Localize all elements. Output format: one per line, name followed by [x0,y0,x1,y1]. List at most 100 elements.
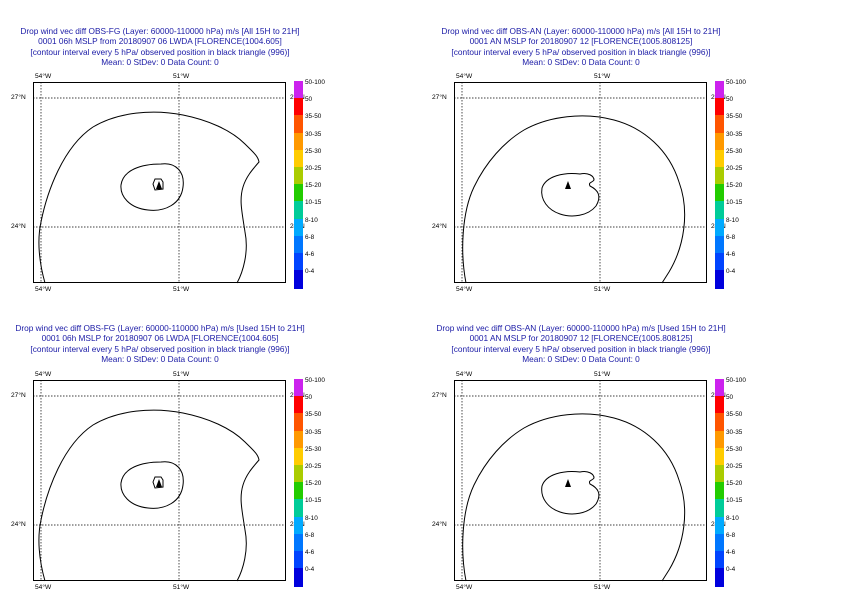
colorbar-label: 8-10 [726,514,739,522]
observed-position-triangle [565,479,571,487]
colorbar-segment [715,533,724,553]
colorbar-label: 50 [305,394,313,402]
latitude-label: 27°N [432,94,447,101]
colorbar-segment [294,516,303,536]
colorbar-segment [715,379,724,398]
colorbar-label: 8-10 [305,514,318,522]
colorbar-segment [294,482,303,501]
longitude-label: 51°W [594,584,611,591]
map-panel: Drop wind vec diff OBS-AN (Layer: 60000-… [421,0,842,298]
observed-position-triangle [565,181,571,189]
colorbar-label: 8-10 [726,216,739,224]
title-line: Mean: 0 StDev: 0 Data Count: 0 [101,354,219,365]
mslp-contour [38,111,260,284]
colorbar-label: 30-35 [305,428,322,436]
colorbar-label: 0-4 [305,566,315,574]
colorbar-segment [294,132,303,152]
colorbar-segment [294,270,303,289]
colorbar-label: 20-25 [726,463,743,470]
observed-position-triangle [156,181,162,189]
title-line: Mean: 0 StDev: 0 Data Count: 0 [101,57,219,68]
longitude-label: 54°W [456,371,473,378]
title-line: [contour interval every 5 hPa/ observed … [30,46,290,57]
colorbar-segment [715,235,724,255]
colorbar-label: 35-50 [726,411,743,419]
title-line: 0001 06h MSLP from 20180907 06 LWDA [FLO… [38,36,282,47]
colorbar-label: 10-15 [305,497,322,505]
longitude-label: 54°W [35,286,52,293]
colorbar-segment [294,201,303,221]
colorbar-label: 50 [726,96,734,104]
map-frame [33,380,286,582]
latitude-label: 24°N [432,521,447,528]
colorbar-label: 15-20 [726,182,743,190]
longitude-label: 54°W [456,73,473,80]
colorbar-label: 25-30 [305,445,322,453]
colorbar-segment [294,149,303,169]
colorbar-segment [294,551,303,570]
colorbar-segment [715,447,724,467]
colorbar-label: 15-20 [305,182,322,190]
mslp-contour [462,413,686,582]
colorbar-segment [294,568,303,587]
colorbar-label: 10-15 [305,199,322,207]
map-panel: Drop wind vec diff OBS-AN (Layer: 60000-… [421,298,842,596]
colorbar-label: 25-30 [726,147,743,155]
title-line: Drop wind vec diff OBS-AN (Layer: 60000-… [441,26,721,36]
latitude-label: 27°N [11,94,26,101]
colorbar-label: 4-6 [305,549,315,556]
colorbar-legend: 50-100 50 35-50 30-35 25-30 20-25 15-20 10-15 8-… [294,377,334,587]
colorbar-label: 4-6 [305,251,315,258]
longitude-label: 51°W [173,73,190,80]
title-line: 0001 AN MSLP for 20180907 12 [FLORENCE(1… [469,333,693,344]
colorbar-segment [294,379,303,398]
map-frame [33,82,286,284]
title-line: 0001 AN MSLP for 20180907 12 [FLORENCE(1… [469,36,693,47]
map-border [454,82,707,283]
colorbar-label: 50-100 [305,79,325,86]
latitude-label: 24°N [11,223,26,230]
colorbar-segment [715,184,724,203]
colorbar-legend: 50-100 50 35-50 30-35 25-30 20-25 15-20 10-15 8-… [294,79,334,289]
panel-title: Drop wind vec diff OBS-AN (Layer: 60000-… [421,323,741,365]
colorbar-segment [715,413,724,433]
colorbar-label: 35-50 [305,113,322,121]
colorbar-segment [715,115,724,135]
colorbar-label: 0-4 [726,566,736,574]
map-frame [454,82,707,284]
colorbar-segment [294,184,303,203]
longitude-label: 54°W [35,371,52,378]
colorbar-label: 50-100 [726,377,746,384]
colorbar-segment [294,253,303,272]
longitude-label: 54°W [35,73,52,80]
title-line: Mean: 0 StDev: 0 Data Count: 0 [522,354,640,365]
colorbar-label: 8-10 [305,216,318,224]
colorbar-label: 15-20 [305,480,322,488]
colorbar-segment [294,218,303,238]
mslp-contour [38,409,260,582]
colorbar-segment [294,235,303,255]
colorbar-label: 20-25 [305,463,322,470]
mslp-contour [541,173,600,217]
colorbar-label: 50 [305,96,313,104]
colorbar-segment [715,149,724,169]
longitude-label: 51°W [594,371,611,378]
longitude-label: 51°W [173,584,190,591]
colorbar-segment [715,568,724,587]
title-line: [contour interval every 5 hPa/ observed … [451,343,711,354]
latitude-label: 27°N [432,392,447,399]
map-border [454,380,707,581]
colorbar-segment [715,430,724,450]
colorbar-segment [294,413,303,433]
latitude-label: 27°N [11,392,26,399]
colorbar-segment [715,98,724,117]
colorbar-segment [715,465,724,484]
title-line: 0001 06h MSLP for 20180907 06 LWDA [FLOR… [41,333,279,344]
colorbar-segment [294,81,303,100]
colorbar-label: 30-35 [305,130,322,138]
colorbar-label: 25-30 [305,147,322,155]
colorbar-segment [715,132,724,152]
longitude-label: 51°W [173,286,190,293]
title-line: [contour interval every 5 hPa/ observed … [30,343,290,354]
colorbar-segment [715,81,724,100]
